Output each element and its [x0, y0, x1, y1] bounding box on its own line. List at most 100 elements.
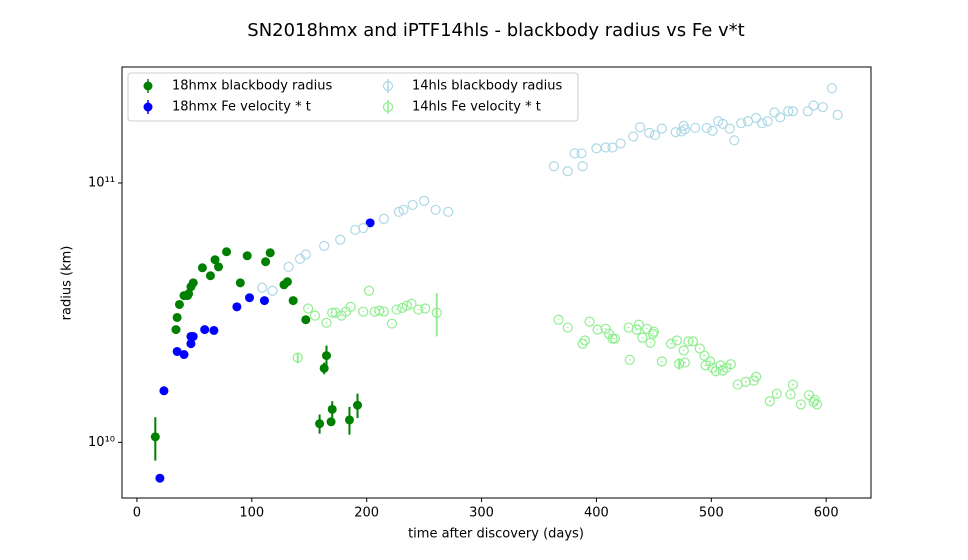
point	[624, 354, 635, 365]
point	[321, 351, 331, 361]
point	[406, 298, 417, 309]
point	[326, 417, 336, 427]
point	[729, 135, 740, 146]
legend-label: 18hmx Fe velocity * t	[172, 100, 311, 115]
point	[419, 195, 430, 206]
legend-marker	[143, 81, 153, 91]
point	[200, 325, 210, 335]
point	[222, 247, 232, 257]
legend-box	[127, 72, 579, 122]
point	[288, 296, 298, 306]
point	[787, 106, 798, 117]
point	[155, 473, 165, 483]
point	[431, 307, 442, 318]
point	[315, 419, 325, 429]
point	[628, 131, 639, 142]
point	[649, 129, 661, 141]
point	[352, 400, 362, 410]
point	[363, 285, 375, 296]
x-tick-label: 100	[239, 506, 264, 521]
point	[197, 263, 207, 273]
point	[174, 299, 184, 309]
point	[562, 322, 573, 333]
point	[679, 124, 690, 135]
point	[641, 323, 653, 334]
point	[762, 116, 773, 127]
point	[832, 109, 843, 121]
point	[725, 359, 736, 370]
legend-marker	[143, 102, 153, 112]
point	[378, 213, 390, 224]
point	[631, 324, 642, 335]
point	[615, 138, 626, 149]
point	[577, 161, 588, 172]
point	[817, 102, 828, 113]
point	[184, 289, 194, 299]
point	[764, 396, 776, 407]
point	[443, 206, 454, 217]
point	[205, 271, 215, 281]
point	[374, 305, 385, 316]
point	[775, 112, 786, 123]
point	[345, 301, 356, 312]
point	[407, 199, 418, 211]
point	[261, 257, 271, 267]
point	[172, 312, 182, 322]
point	[607, 142, 618, 153]
point	[724, 123, 735, 134]
point	[553, 314, 564, 325]
point	[705, 356, 716, 367]
point	[242, 251, 252, 261]
legend-marker	[382, 101, 394, 113]
point	[633, 319, 645, 330]
y-tick-label: 10¹¹	[88, 175, 115, 190]
point	[592, 324, 603, 335]
x-tick-label: 600	[814, 506, 839, 521]
point	[210, 255, 220, 265]
x-tick-label: 500	[699, 506, 724, 521]
point	[671, 335, 682, 346]
point	[321, 317, 332, 328]
point	[209, 325, 219, 335]
point	[579, 335, 591, 346]
point	[303, 303, 314, 314]
point	[577, 338, 588, 349]
point	[644, 127, 655, 138]
point	[235, 278, 245, 288]
point	[562, 166, 573, 177]
point	[637, 332, 648, 343]
point	[634, 122, 646, 133]
point	[232, 302, 242, 312]
point	[430, 204, 441, 215]
point	[301, 315, 311, 325]
x-tick-label: 400	[584, 506, 609, 521]
point	[393, 206, 404, 217]
point	[327, 404, 337, 414]
legend-label: 18hmx blackbody radius	[172, 79, 332, 94]
point	[795, 399, 807, 410]
point	[809, 394, 820, 405]
point	[413, 304, 424, 315]
point	[670, 127, 681, 138]
point	[826, 83, 838, 94]
point	[245, 293, 255, 303]
point	[401, 300, 412, 311]
point	[679, 357, 690, 368]
point	[327, 307, 338, 318]
point	[350, 224, 361, 236]
plot-frame	[121, 66, 872, 499]
point	[656, 356, 668, 367]
point	[699, 350, 710, 361]
point	[787, 379, 798, 390]
point	[186, 339, 196, 349]
point	[751, 112, 762, 124]
point	[358, 306, 369, 317]
x-tick-label: 300	[469, 506, 494, 521]
point	[666, 338, 677, 349]
point	[358, 222, 369, 234]
point	[707, 125, 718, 136]
point	[259, 296, 269, 306]
point	[344, 415, 354, 425]
point	[213, 262, 223, 272]
point	[282, 277, 292, 287]
